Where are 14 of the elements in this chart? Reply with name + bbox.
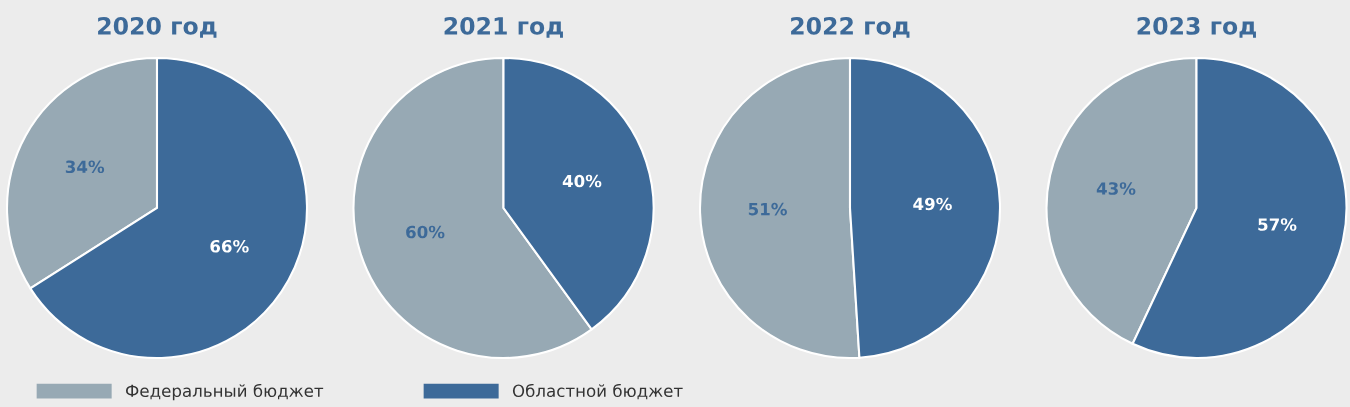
data-label: 40% <box>562 174 602 188</box>
data-label: 66% <box>210 239 249 253</box>
data-label: 51% <box>748 202 787 216</box>
legend-label: Областной бюджет <box>512 383 683 400</box>
data-label: 49% <box>913 197 952 211</box>
chart-title: 2021 год <box>444 16 563 38</box>
data-label: 57% <box>1258 218 1297 231</box>
data-label: 60% <box>406 225 445 239</box>
chart-title: 2022 год <box>791 16 910 38</box>
data-label: 43% <box>1096 182 1136 195</box>
legend-label: Федеральный бюджет <box>125 383 324 401</box>
chart-title: 2020 год <box>98 16 217 38</box>
data-label: 34% <box>65 160 105 174</box>
chart-title: 2023 год <box>1137 16 1256 38</box>
